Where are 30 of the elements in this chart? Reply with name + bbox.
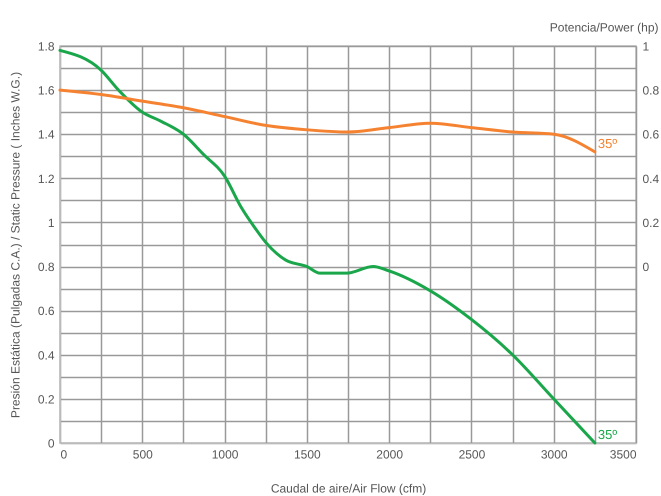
- x-tick-label: 3500: [610, 448, 637, 462]
- x-tick-label: 500: [132, 448, 154, 462]
- y2-tick-label: 1: [642, 40, 650, 54]
- x-tick-label: 2500: [458, 448, 486, 462]
- y-tick-label: 1.4: [38, 128, 55, 142]
- x-tick-label: 3000: [540, 448, 568, 462]
- line-series: [58, 88, 596, 154]
- annotation: 35º: [598, 427, 618, 442]
- x-tick-label: 1500: [294, 448, 322, 462]
- y-tick-label: 1.6: [38, 84, 55, 98]
- y-axis-title: Presión Estática (Pulgadas C.A.) / Static Pressure ( Inches W.G.): [8, 72, 22, 418]
- y2-tick-label: 0.2: [642, 216, 660, 230]
- y-tick-label: 1.2: [38, 172, 55, 186]
- y2-tick-label: 0: [642, 260, 650, 274]
- y-tick-label: 0.6: [38, 304, 55, 318]
- y2-tick-label: 0.4: [642, 172, 660, 186]
- x-tick-label: 1000: [212, 448, 239, 462]
- y-tick-label: 0.4: [38, 348, 55, 362]
- x-tick-label: 0: [60, 448, 68, 462]
- y2-axis-title: Potencia/Power (hp): [550, 20, 658, 34]
- x-tick-label: 2000: [376, 448, 404, 462]
- y-tick-label: 0: [48, 436, 55, 450]
- x-axis-title: Caudal de aire/Air Flow (cfm): [270, 482, 426, 496]
- annotation: 35º: [598, 136, 618, 151]
- y-tick-label: 0.2: [38, 392, 55, 406]
- y2-tick-label: 0.8: [642, 84, 660, 98]
- y-tick-label: 0.8: [38, 260, 55, 274]
- y-tick-label: 1.8: [38, 40, 55, 54]
- y2-tick-label: 0.6: [642, 128, 660, 142]
- y-tick-label: 1: [48, 216, 55, 230]
